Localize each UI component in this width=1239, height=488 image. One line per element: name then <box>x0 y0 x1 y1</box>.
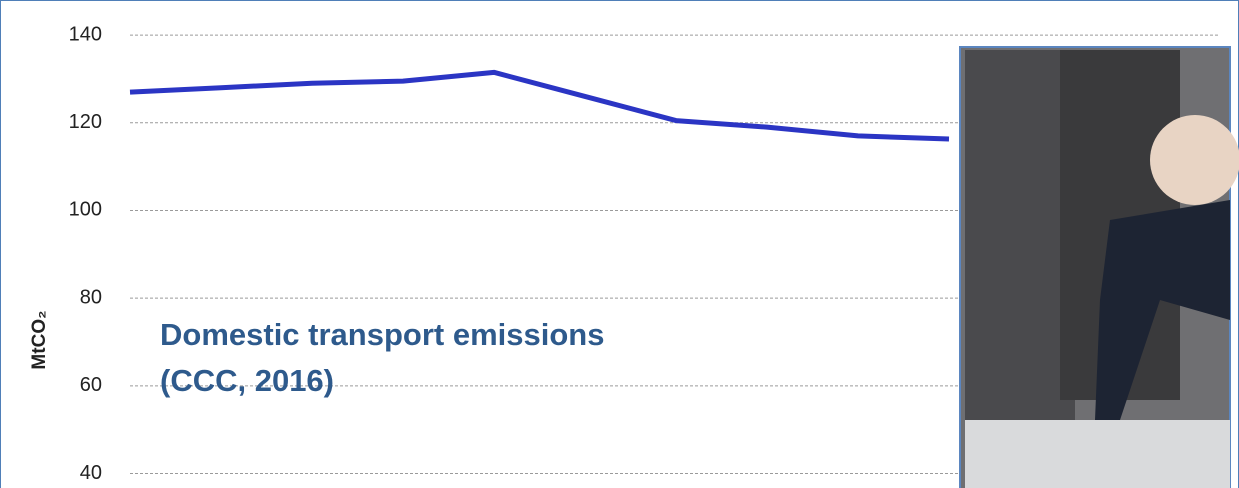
annotation: (CCC, 2016) <box>160 363 334 398</box>
data-line <box>129 69 950 142</box>
y-axis-label: MtCO₂ <box>29 310 50 369</box>
plot <box>129 69 950 142</box>
y-tick-label: 100 <box>69 199 102 221</box>
photo <box>959 46 1239 488</box>
y-tick-label: 60 <box>80 374 102 396</box>
annotation: Domestic transport emissions <box>160 317 604 352</box>
y-tick-label: 120 <box>69 111 102 133</box>
y-tick-label: 140 <box>69 23 102 45</box>
y-tick-label: 40 <box>80 462 102 484</box>
grid: 40 60 80 100 120 140 <box>69 23 1220 484</box>
y-tick-label: 80 <box>80 286 102 308</box>
